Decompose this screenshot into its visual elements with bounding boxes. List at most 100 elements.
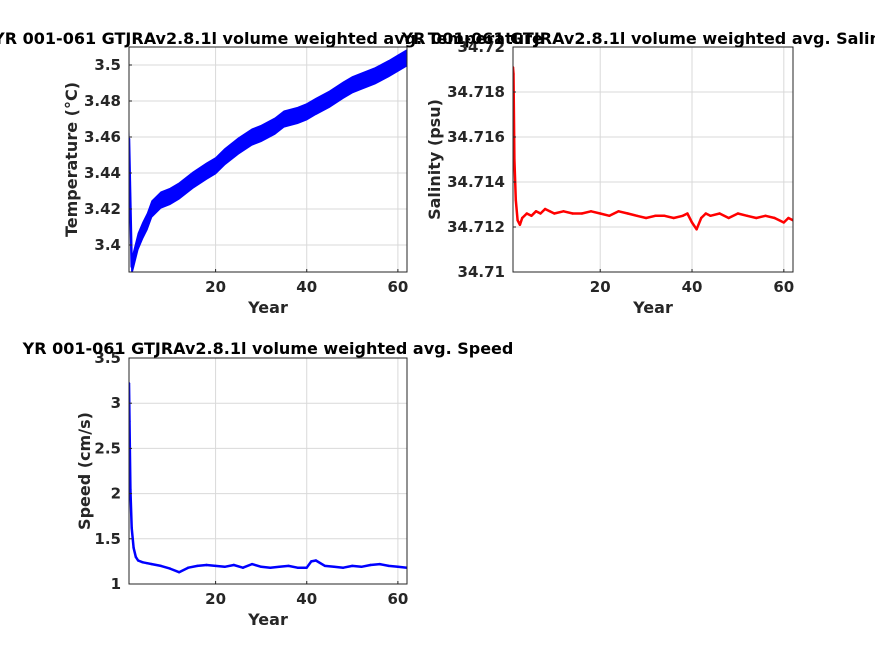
data-point <box>351 83 354 87</box>
data-point <box>654 214 657 217</box>
data-point <box>150 562 153 566</box>
data-point <box>141 229 144 232</box>
data-point <box>672 216 675 220</box>
data-point <box>332 565 336 568</box>
axes-box <box>512 46 794 273</box>
data-point <box>214 164 217 167</box>
data-point <box>514 198 517 202</box>
axes-border <box>512 46 794 273</box>
chart-panel-3: 20 40 60 1 1.5 2 2.5 3 3.5 Year Speed (cm/s) YR 001… <box>22 339 514 629</box>
data-point <box>695 228 698 231</box>
data-point <box>369 563 372 567</box>
data-point <box>571 212 574 215</box>
data-point <box>237 144 240 148</box>
y-tick-label: 34.714 <box>447 173 505 191</box>
data-point <box>378 562 381 566</box>
data-point <box>373 74 377 78</box>
data-point <box>704 212 707 215</box>
x-tick-label: 20 <box>590 278 611 296</box>
data-point <box>187 566 190 569</box>
data-point <box>130 526 133 530</box>
data-point <box>342 89 345 92</box>
data-point <box>129 487 132 491</box>
data-point <box>168 195 172 198</box>
x-tick-label: 60 <box>387 278 408 296</box>
data-point <box>205 563 208 567</box>
y-tick-label: 34.712 <box>447 218 505 236</box>
data-point <box>543 207 547 211</box>
x-tick-label: 40 <box>296 278 317 296</box>
data-point <box>608 214 611 217</box>
y-axis-label: Salinity (psu) <box>425 99 444 220</box>
data-point <box>387 67 390 70</box>
data-point <box>396 565 400 568</box>
chart-panel-1: 20 40 60 3.4 3.42 3.44 3.46 3.48 3.5 Year Temperat… <box>0 29 543 317</box>
data-point <box>755 216 758 220</box>
data-point <box>260 565 263 568</box>
data-point <box>342 566 345 569</box>
data-point <box>273 125 276 128</box>
data-point <box>589 210 593 213</box>
y-tick-label: 3.48 <box>84 92 121 110</box>
y-tick-label: 3.5 <box>94 56 121 74</box>
axes-border <box>128 357 408 585</box>
data-point <box>709 214 712 217</box>
data-point <box>328 98 331 101</box>
data-point <box>764 214 767 217</box>
data-point <box>310 560 313 563</box>
x-axis-label: Year <box>247 610 288 629</box>
data-point <box>580 212 584 215</box>
data-point <box>787 216 790 220</box>
data-point <box>269 566 272 569</box>
data-point <box>205 170 208 173</box>
data-point <box>278 565 281 568</box>
data-point <box>314 559 318 562</box>
data-point <box>553 212 556 215</box>
data-point <box>718 212 721 215</box>
y-tick-label: 3 <box>111 394 121 412</box>
data-point <box>296 114 299 117</box>
data-point <box>196 564 199 568</box>
data-point <box>518 223 522 226</box>
data-point <box>134 555 137 559</box>
data-point <box>700 216 703 220</box>
data-point <box>168 567 172 570</box>
y-tick-label: 34.718 <box>447 83 505 101</box>
data-point <box>387 564 390 568</box>
data-point <box>314 105 318 108</box>
x-axis-label: Year <box>247 298 288 317</box>
series-band <box>129 49 407 272</box>
data-point <box>617 210 620 213</box>
data-point <box>516 219 519 222</box>
data-point <box>214 564 217 568</box>
data-point <box>232 563 235 567</box>
data-point <box>282 117 286 121</box>
x-tick-label: 20 <box>205 590 226 608</box>
chart-panel-2: 20 40 60 34.71 34.712 34.714 34.716 34.718 34.72… <box>401 29 875 317</box>
data-point <box>626 212 629 215</box>
data-point <box>132 546 135 549</box>
data-point <box>136 240 140 243</box>
data-point <box>150 207 153 211</box>
x-tick-label: 20 <box>205 278 226 296</box>
data-point <box>136 559 140 562</box>
axes-border <box>128 46 408 273</box>
data-point <box>323 564 327 568</box>
data-point <box>782 221 785 224</box>
data-point <box>305 110 308 114</box>
data-point <box>250 135 254 139</box>
data-point <box>296 566 299 569</box>
y-axis-label: Temperature (°C) <box>62 82 81 237</box>
data-point <box>287 564 290 568</box>
y-tick-label: 34.72 <box>458 38 505 56</box>
data-point <box>530 214 533 217</box>
data-point <box>736 212 740 215</box>
data-point <box>305 566 308 569</box>
data-point <box>727 216 730 220</box>
x-axis-label: Year <box>632 298 673 317</box>
data-point <box>360 80 363 83</box>
chart-title: YR 001-061 GTJRAv2.8.1l volume weighted … <box>22 339 514 358</box>
data-point <box>690 221 694 224</box>
data-point <box>644 216 648 220</box>
